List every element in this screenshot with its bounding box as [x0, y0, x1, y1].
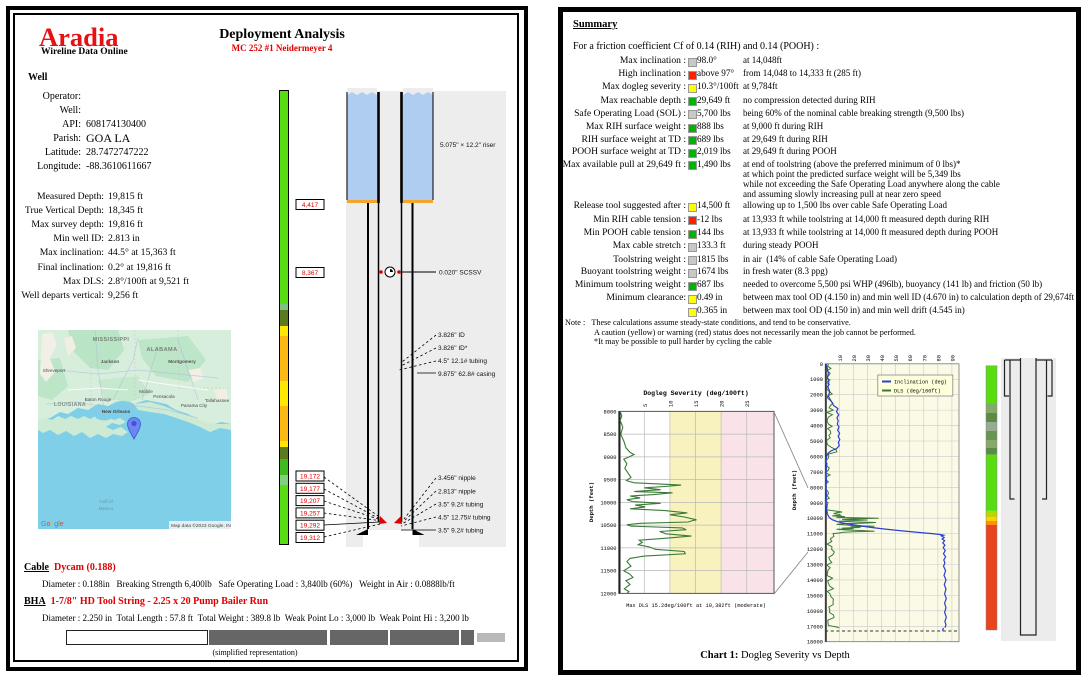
svg-text:New Orleans: New Orleans	[102, 409, 131, 414]
svg-text:80: 80	[936, 355, 942, 361]
svg-text:LOUISIANA: LOUISIANA	[54, 402, 86, 408]
svg-text:1000: 1000	[810, 377, 823, 383]
svg-text:MISSISSIPPI: MISSISSIPPI	[93, 337, 130, 343]
svg-text:Mexico: Mexico	[99, 506, 114, 511]
svg-text:20: 20	[852, 355, 858, 361]
svg-text:9500: 9500	[604, 478, 617, 484]
svg-text:8500: 8500	[604, 432, 617, 438]
svg-text:8,367: 8,367	[302, 270, 319, 277]
svg-text:5: 5	[643, 404, 649, 407]
svg-text:0: 0	[820, 362, 823, 368]
svg-text:5000: 5000	[810, 439, 823, 445]
svg-text:25: 25	[745, 401, 751, 407]
svg-text:15000: 15000	[807, 593, 823, 599]
svg-text:4.5" 12.1# tubing: 4.5" 12.1# tubing	[438, 358, 487, 365]
svg-text:Google: Google	[41, 521, 64, 528]
svg-text:18000: 18000	[807, 640, 823, 646]
svg-text:6000: 6000	[810, 454, 823, 460]
svg-text:2.813" nipple: 2.813" nipple	[438, 489, 476, 496]
svg-text:Inclination (deg): Inclination (deg)	[894, 380, 947, 386]
svg-text:Baton Rouge: Baton Rouge	[85, 397, 112, 402]
svg-text:4.5" 12.75# tubing: 4.5" 12.75# tubing	[438, 515, 491, 522]
svg-text:90: 90	[950, 355, 956, 361]
svg-text:8000: 8000	[810, 485, 823, 491]
svg-text:70: 70	[922, 355, 928, 361]
svg-text:Max DLS 15.2deg/100ft at 10,38: Max DLS 15.2deg/100ft at 10,382ft (moder…	[626, 603, 766, 609]
svg-text:3.5" 9.2# tubing: 3.5" 9.2# tubing	[438, 528, 484, 535]
svg-text:8000: 8000	[604, 409, 617, 415]
svg-text:3.456" nipple: 3.456" nipple	[438, 475, 476, 482]
svg-text:3.826" ID: 3.826" ID	[438, 332, 465, 339]
svg-text:Tallahassee: Tallahassee	[205, 398, 230, 403]
svg-text:19,177: 19,177	[300, 486, 320, 493]
svg-text:Mobile: Mobile	[139, 389, 153, 394]
svg-text:9000: 9000	[810, 501, 823, 507]
svg-text:10500: 10500	[600, 523, 616, 529]
svg-text:12000: 12000	[600, 591, 616, 597]
svg-text:11000: 11000	[807, 532, 823, 538]
svg-text:12000: 12000	[807, 547, 823, 553]
svg-text:7000: 7000	[810, 470, 823, 476]
svg-text:14000: 14000	[807, 578, 823, 584]
svg-text:Map data ©2023 Google, INEGI: Map data ©2023 Google, INEGI	[171, 522, 231, 529]
svg-text:13000: 13000	[807, 563, 823, 569]
svg-text:Depth (feet): Depth (feet)	[791, 470, 798, 510]
svg-text:9.875" 62.8# casing: 9.875" 62.8# casing	[438, 371, 496, 378]
svg-text:10: 10	[838, 355, 844, 361]
svg-text:16000: 16000	[807, 609, 823, 615]
svg-text:19,312: 19,312	[300, 535, 320, 542]
svg-text:60: 60	[908, 355, 914, 361]
svg-text:30: 30	[866, 355, 872, 361]
svg-text:10000: 10000	[807, 516, 823, 522]
svg-text:ALABAMA: ALABAMA	[146, 347, 177, 353]
svg-text:Depth (feet): Depth (feet)	[588, 482, 595, 522]
svg-text:11500: 11500	[600, 569, 616, 575]
svg-text:Montgomery: Montgomery	[168, 359, 196, 364]
svg-text:2000: 2000	[810, 393, 823, 399]
svg-text:0.020" SCSSV: 0.020" SCSSV	[439, 270, 482, 277]
svg-text:3.826" ID*: 3.826" ID*	[438, 345, 468, 352]
svg-text:Dogleg Severity (deg/100ft): Dogleg Severity (deg/100ft)	[643, 390, 748, 397]
svg-text:50: 50	[894, 355, 900, 361]
svg-text:19,292: 19,292	[300, 523, 320, 530]
svg-text:19,207: 19,207	[300, 498, 320, 505]
svg-text:20: 20	[720, 401, 726, 407]
svg-text:Shreveport: Shreveport	[43, 368, 66, 373]
svg-text:4,417: 4,417	[302, 202, 319, 209]
svg-text:15: 15	[694, 401, 700, 407]
svg-text:Jackson: Jackson	[101, 359, 120, 364]
svg-text:10: 10	[668, 401, 674, 407]
svg-text:3.5" 9.2# tubing: 3.5" 9.2# tubing	[438, 502, 484, 509]
svg-text:Panama City: Panama City	[181, 403, 208, 408]
svg-text:19,257: 19,257	[300, 510, 320, 517]
svg-text:9000: 9000	[604, 455, 617, 461]
svg-text:Pensacola: Pensacola	[153, 394, 175, 399]
svg-text:19,172: 19,172	[300, 474, 320, 481]
svg-text:10000: 10000	[600, 500, 616, 506]
svg-text:11000: 11000	[600, 546, 616, 552]
svg-text:DLS (deg/100ft): DLS (deg/100ft)	[894, 389, 941, 395]
svg-text:3000: 3000	[810, 408, 823, 414]
svg-text:17000: 17000	[807, 624, 823, 630]
svg-text:5.075" × 12.2" riser: 5.075" × 12.2" riser	[440, 142, 496, 149]
svg-text:40: 40	[880, 355, 886, 361]
svg-text:Gulf of: Gulf of	[99, 499, 113, 504]
svg-text:4000: 4000	[810, 424, 823, 430]
